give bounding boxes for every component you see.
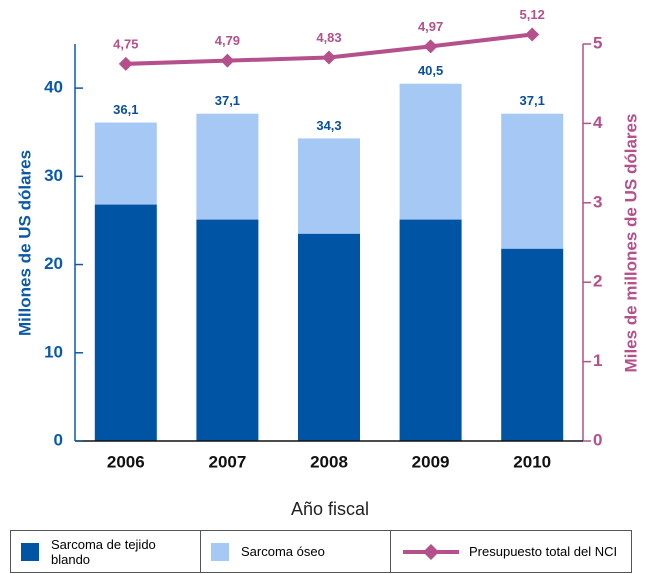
x-tick-label: 2010 <box>513 452 551 471</box>
legend-item: Presupuesto total del NCI <box>391 531 631 572</box>
legend-label: Sarcoma óseo <box>241 544 325 559</box>
y-tick-label: 30 <box>44 166 63 185</box>
value-label: 4,75 <box>113 36 138 51</box>
y-tick-label: 0 <box>54 430 63 449</box>
y2-tick-label: 2 <box>593 272 602 291</box>
x-axis-title: Año fiscal <box>291 499 369 519</box>
bar <box>501 248 564 441</box>
y2-tick-label: 1 <box>593 351 602 370</box>
bar <box>298 233 360 441</box>
x-tick-label: 2007 <box>208 452 246 471</box>
y2-tick-label: 5 <box>593 33 602 52</box>
marker <box>525 27 540 42</box>
bar <box>94 122 157 205</box>
legend-swatch <box>21 542 39 561</box>
bar <box>196 219 259 441</box>
bar <box>399 83 462 220</box>
y2-axis-title: Miles de millones de US dólares <box>621 114 640 373</box>
legend-item: Sarcoma óseo <box>201 531 391 572</box>
marker <box>322 50 336 65</box>
total-label: 37,1 <box>215 93 240 108</box>
legend-swatch <box>211 542 229 561</box>
legend-item: Sarcoma de tejido blando <box>11 531 201 572</box>
value-label: 5,12 <box>520 7 545 22</box>
y-tick-label: 20 <box>44 254 63 273</box>
y-tick-label: 10 <box>44 342 63 361</box>
marker <box>118 56 133 71</box>
bar <box>94 204 157 441</box>
y-tick-label: 40 <box>44 78 63 97</box>
bar <box>399 219 462 441</box>
bar <box>196 113 259 220</box>
chart: Año fiscal Millones de US dólares Miles … <box>15 7 640 519</box>
legend-label: Presupuesto total del NCI <box>469 544 618 559</box>
marker <box>220 53 235 68</box>
legend-label: Sarcoma de tejido blando <box>51 536 156 567</box>
total-label: 40,5 <box>418 63 443 78</box>
total-label: 36,1 <box>113 102 138 117</box>
y2-tick-label: 4 <box>593 113 603 132</box>
legend-swatch <box>403 543 459 560</box>
value-label: 4,79 <box>215 33 240 48</box>
marker <box>423 39 438 54</box>
x-tick-label: 2008 <box>310 452 348 471</box>
y2-tick-label: 0 <box>593 430 602 449</box>
value-label: 4,97 <box>418 19 443 34</box>
y2-tick-label: 3 <box>593 192 602 211</box>
bar <box>501 113 564 249</box>
total-label: 34,3 <box>316 118 341 133</box>
total-label: 37,1 <box>520 93 545 108</box>
value-label: 4,83 <box>316 30 341 45</box>
x-tick-label: 2009 <box>412 452 450 471</box>
y-axis-title: Millones de US dólares <box>15 150 34 336</box>
x-tick-label: 2006 <box>107 452 145 471</box>
legend: Sarcoma de tejido blando Sarcoma óseo Pr… <box>10 530 632 573</box>
bar <box>298 138 360 234</box>
